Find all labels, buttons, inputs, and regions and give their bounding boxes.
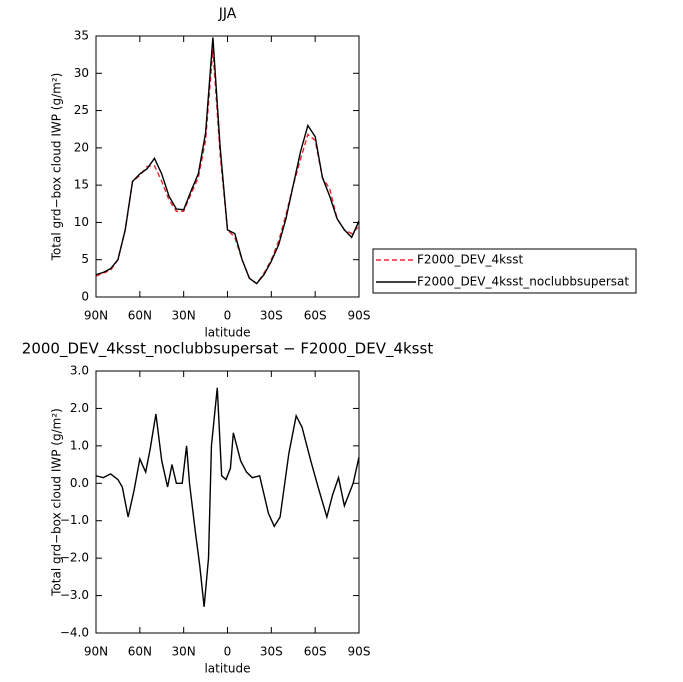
x-tick-label: 60N (128, 309, 152, 323)
y-tick-label: 15 (74, 178, 89, 192)
x-tick-label: 90N (84, 309, 108, 323)
plot-frame (95, 370, 360, 634)
x-tick-label: 60S (304, 645, 327, 659)
x-axis-label: latitude (204, 326, 250, 340)
y-tick-label: −4.0 (60, 626, 89, 640)
data-line (95, 49, 360, 285)
legend-box (372, 248, 637, 294)
x-tick-label: 30N (172, 309, 196, 323)
x-tick-label: 0 (224, 309, 232, 323)
chart-title: JJA (218, 6, 237, 22)
plot-frame (95, 35, 360, 298)
y-tick-label: 10 (74, 215, 89, 229)
y-axis-label: Total grd−box cloud IWP (g/m²) (50, 73, 64, 262)
x-tick-label: 90S (348, 309, 371, 323)
x-tick-label: 60S (304, 309, 327, 323)
y-tick-label: 30 (74, 66, 89, 80)
x-tick-label: 90N (84, 645, 108, 659)
y-tick-label: −1.0 (60, 513, 89, 527)
y-tick-label: 25 (74, 103, 89, 117)
data-line (95, 387, 360, 607)
legend-label: F2000_DEV_4ksst (417, 253, 524, 267)
x-tick-label: 60N (128, 645, 152, 659)
x-tick-label: 30S (260, 645, 283, 659)
data-line (95, 37, 360, 285)
chart-title: 2000_DEV_4ksst_noclubbsupersat − F2000_D… (22, 340, 434, 359)
x-tick-label: 30N (172, 645, 196, 659)
y-tick-label: 0.0 (70, 476, 89, 490)
y-tick-label: 3.0 (70, 364, 89, 378)
y-axis-label: Total grd−box cloud IWP (g/m²) (50, 408, 64, 597)
legend-label: F2000_DEV_4ksst_noclubbsupersat (417, 275, 629, 289)
y-tick-label: 0 (81, 290, 89, 304)
legend: F2000_DEV_4ksst F2000_DEV_4ksst_noclubbsu… (372, 248, 637, 294)
y-tick-label: 2.0 (70, 401, 89, 415)
y-tick-label: −3.0 (60, 588, 89, 602)
y-tick-label: 35 (74, 29, 89, 43)
y-tick-label: 5 (81, 252, 89, 266)
y-tick-label: −2.0 (60, 551, 89, 565)
y-tick-label: 1.0 (70, 438, 89, 452)
x-tick-label: 30S (260, 309, 283, 323)
x-tick-label: 90S (348, 645, 371, 659)
y-tick-label: 20 (74, 140, 89, 154)
x-axis-label: latitude (204, 662, 250, 676)
x-tick-label: 0 (224, 645, 232, 659)
